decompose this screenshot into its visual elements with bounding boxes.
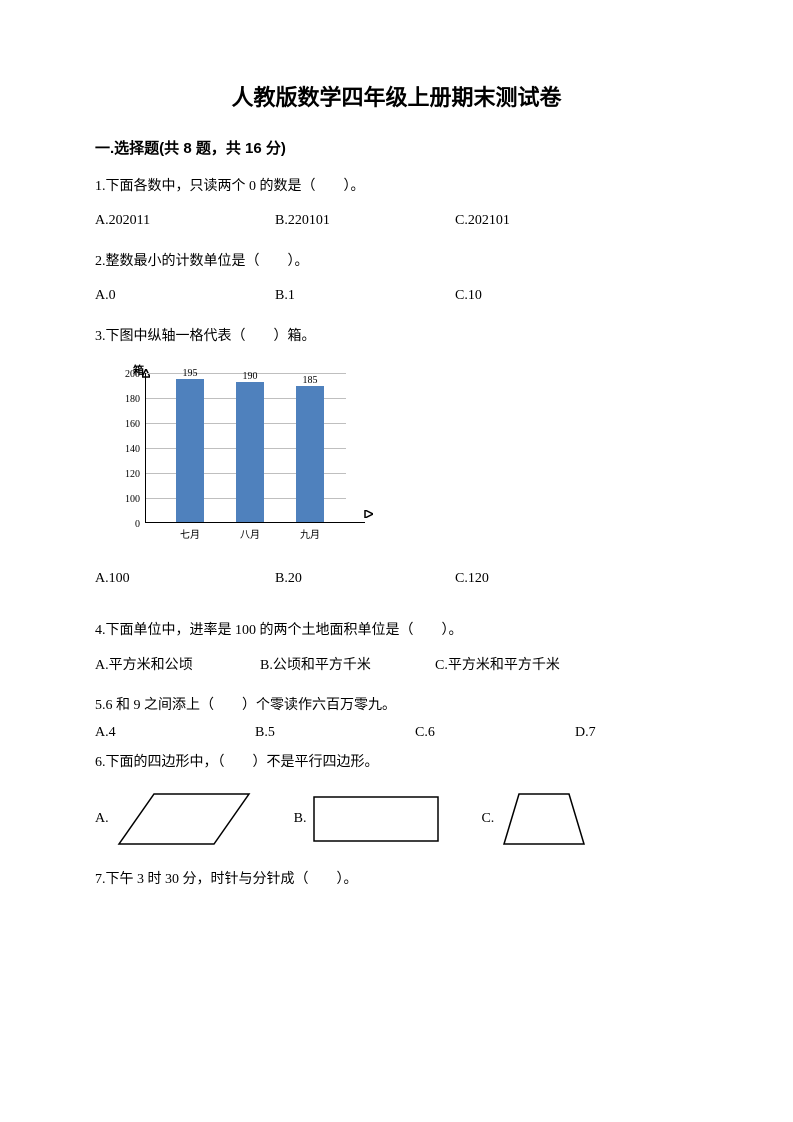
q3-text: 3.下图中纵轴一格代表（ ）箱。 [95,326,698,348]
q6-option-c[interactable]: C. [481,789,589,849]
bar-label: 195 [172,366,208,382]
bar-九月 [296,386,324,522]
q3-option-b[interactable]: B.20 [275,568,455,590]
y-tick-label: 120 [110,467,140,483]
q6-shapes: A. B. C. [95,789,698,849]
q2-option-c[interactable]: C.10 [455,285,635,307]
question-7: 7.下午 3 时 30 分，时针与分针成（ ）。 [95,869,698,891]
page-title: 人教版数学四年级上册期末测试卷 [95,80,698,112]
q1-option-c[interactable]: C.202101 [455,210,635,232]
question-2: 2.整数最小的计数单位是（ ）。 A.0 B.1 C.10 [95,251,698,308]
q5-option-b[interactable]: B.5 [255,722,415,744]
q4-option-c[interactable]: C.平方米和平方千米 [435,655,635,677]
bar-八月 [236,382,264,522]
q4-option-b[interactable]: B.公顷和平方千米 [260,655,435,677]
x-axis-arrow [363,504,373,526]
q2-option-b[interactable]: B.1 [275,285,455,307]
y-tick-label: 140 [110,442,140,458]
q5-option-d[interactable]: D.7 [575,722,675,744]
q4-option-a[interactable]: A.平方米和公顷 [95,655,260,677]
q2-text: 2.整数最小的计数单位是（ ）。 [95,251,698,273]
chart-plot-area: 0100120140160180200195七月190八月185九月 [145,373,365,523]
q1-text: 1.下面各数中，只读两个 0 的数是（ ）。 [95,176,698,198]
bar-chart: 箱 0100120140160180200195七月190八月185九月 [95,363,375,553]
y-axis-arrow [142,365,150,387]
y-tick-label: 200 [110,367,140,383]
q1-option-a[interactable]: A.202011 [95,210,275,232]
q6-text: 6.下面的四边形中，（ ）不是平行四边形。 [95,752,698,774]
trapezoid-shape [499,789,589,849]
q2-options: A.0 B.1 C.10 [95,285,698,307]
question-1: 1.下面各数中，只读两个 0 的数是（ ）。 A.202011 B.220101… [95,176,698,233]
x-axis-label: 七月 [172,528,208,544]
question-4: 4.下面单位中，进率是 100 的两个土地面积单位是（ ）。 A.平方米和公顷 … [95,620,698,677]
q3-option-c[interactable]: C.120 [455,568,635,590]
q5-option-c[interactable]: C.6 [415,722,575,744]
rectangle-shape [311,794,441,844]
q3-option-a[interactable]: A.100 [95,568,275,590]
y-tick-label: 0 [110,517,140,533]
q7-text: 7.下午 3 时 30 分，时针与分针成（ ）。 [95,869,698,891]
q4-text: 4.下面单位中，进率是 100 的两个土地面积单位是（ ）。 [95,620,698,642]
q1-options: A.202011 B.220101 C.202101 [95,210,698,232]
question-6: 6.下面的四边形中，（ ）不是平行四边形。 A. B. C. [95,752,698,849]
q6-label-a: A. [95,808,109,830]
q6-label-b: B. [294,808,307,830]
x-axis-label: 九月 [292,528,328,544]
q5-options: A.4 B.5 C.6 D.7 [95,722,698,744]
y-tick-label: 160 [110,417,140,433]
question-5: 5.6 和 9 之间添上（ ）个零读作六百万零九。 A.4 B.5 C.6 D.… [95,695,698,744]
parallelogram-shape [114,789,254,849]
q6-label-c: C. [481,808,494,830]
bar-七月 [176,379,204,522]
y-tick-label: 100 [110,492,140,508]
bar-label: 185 [292,373,328,389]
bar-label: 190 [232,369,268,385]
x-axis-label: 八月 [232,528,268,544]
q3-options: A.100 B.20 C.120 [95,568,698,590]
y-tick-label: 180 [110,392,140,408]
section-header-1: 一.选择题(共 8 题，共 16 分) [95,137,698,158]
q2-option-a[interactable]: A.0 [95,285,275,307]
q6-option-b[interactable]: B. [294,794,442,844]
q5-text: 5.6 和 9 之间添上（ ）个零读作六百万零九。 [95,695,698,717]
q5-option-a[interactable]: A.4 [95,722,255,744]
q1-option-b[interactable]: B.220101 [275,210,455,232]
question-3: 3.下图中纵轴一格代表（ ）箱。 箱 010012014016018020019… [95,326,698,591]
q6-option-a[interactable]: A. [95,789,254,849]
q4-options: A.平方米和公顷 B.公顷和平方千米 C.平方米和平方千米 [95,655,698,677]
